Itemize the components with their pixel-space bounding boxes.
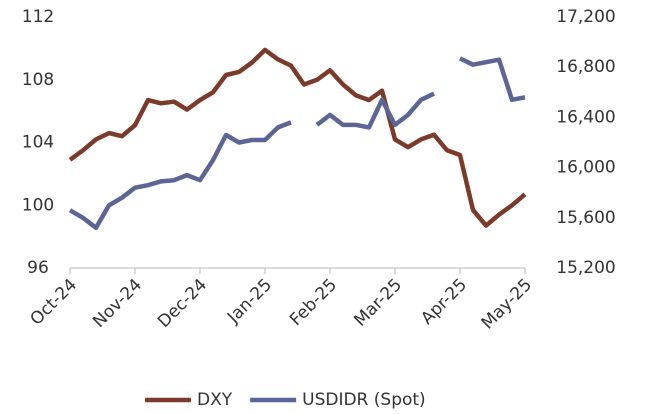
y-tick-label: 104	[22, 133, 54, 153]
legend-label: DXY	[197, 390, 233, 410]
x-tick-label: Jan-25	[223, 275, 276, 328]
x-tick-label: Feb-25	[286, 275, 341, 330]
y-tick-label: 112	[22, 7, 54, 27]
legend-label: USDIDR (Spot)	[302, 390, 426, 410]
x-tick-label: Apr-25	[417, 275, 471, 329]
x-tick-label: Nov-24	[89, 275, 146, 332]
y2-tick-label: 16,400	[556, 107, 615, 127]
y2-tick-label: 15,200	[556, 258, 615, 278]
x-tick-label: Mar-25	[350, 275, 406, 331]
x-tick-label: May-25	[478, 275, 536, 333]
series-line	[68, 56, 526, 231]
x-tick-label: Dec-24	[154, 275, 211, 332]
y2-tick-label: 15,600	[556, 208, 615, 228]
y2-tick-label: 16,000	[556, 158, 615, 178]
x-tick-label: Oct-24	[27, 275, 82, 330]
y-tick-label: 108	[22, 70, 54, 90]
y-tick-label: 100	[22, 195, 54, 215]
y2-tick-label: 16,800	[556, 57, 615, 77]
y-tick-label: 96	[27, 258, 49, 278]
y2-tick-label: 17,200	[556, 7, 615, 27]
series-line	[68, 47, 527, 228]
